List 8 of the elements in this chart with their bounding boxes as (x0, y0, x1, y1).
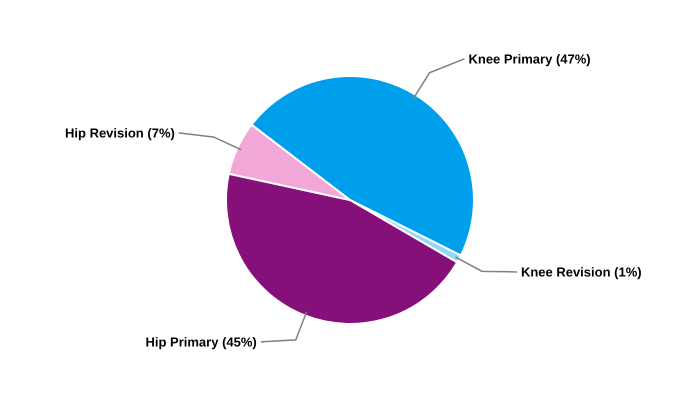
data-label: (1%) (614, 264, 642, 280)
data-label: (45%) (222, 334, 257, 350)
data-label: (47%) (556, 51, 591, 66)
data-label: (7%) (147, 125, 175, 140)
slice-label: Hip Primary (145, 334, 218, 350)
slice-label: Knee Revision (520, 264, 611, 280)
slice-label: Hip Revision (65, 125, 144, 140)
slice-label: Knee Primary (468, 51, 552, 66)
